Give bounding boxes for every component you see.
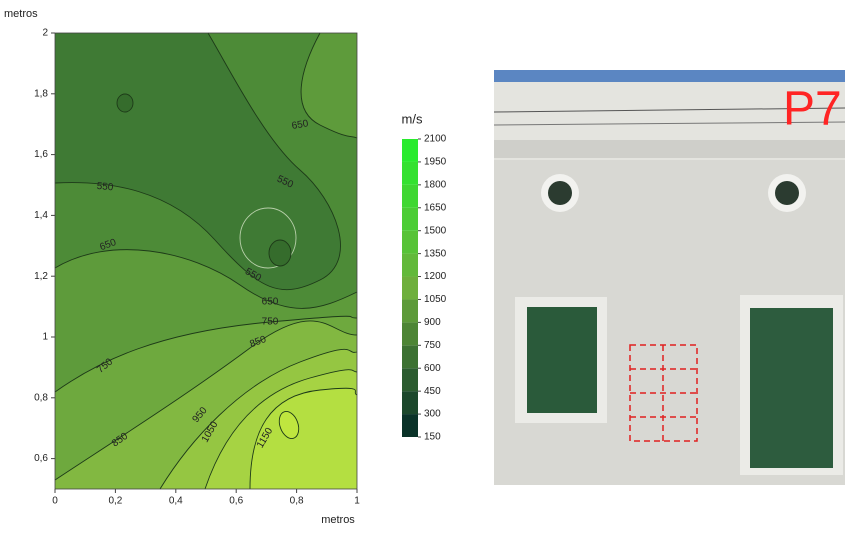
- contour-line: [249, 387, 358, 490]
- x-tick-label: 0,2: [108, 496, 122, 507]
- window: [527, 307, 597, 413]
- y-tick-label: 1,4: [34, 210, 48, 221]
- colorbar-segment: [402, 230, 418, 254]
- colorbar-tick-label: 2100: [424, 134, 447, 145]
- colorbar-segment: [402, 299, 418, 323]
- test-grid: [629, 344, 698, 442]
- contour-line: [204, 369, 358, 490]
- photo-label: P7: [783, 83, 842, 136]
- plot-frame: [54, 32, 358, 490]
- contour-band: [250, 388, 357, 489]
- y-tick-label: 1: [42, 332, 48, 343]
- colorbar-segment: [402, 184, 418, 208]
- x-tick-label: 0: [52, 496, 58, 507]
- colorbar-segment: [402, 414, 418, 437]
- colorbar-segment: [402, 253, 418, 277]
- colorbar-segment: [402, 368, 418, 392]
- closed-contour: [268, 239, 292, 267]
- colorbar-segment: [402, 322, 418, 346]
- colorbar-segment: [402, 139, 418, 162]
- x-axis-title: metros: [321, 514, 355, 526]
- closed-contour: [116, 93, 134, 113]
- cornice-band: [494, 140, 845, 158]
- x-tick-label: 0,8: [290, 496, 304, 507]
- y-tick-label: 0,6: [34, 453, 48, 464]
- x-tick-label: 1: [354, 496, 360, 507]
- wire: [493, 121, 845, 126]
- colorbar-tick-label: 1200: [424, 271, 447, 282]
- colorbar-tick-label: 1650: [424, 202, 447, 213]
- colorbar-tick-label: 750: [424, 340, 441, 351]
- colorbar-tick-label: 600: [424, 363, 441, 374]
- colorbar-segment: [402, 207, 418, 231]
- closed-contour: [239, 207, 297, 269]
- contour-line: [54, 32, 358, 309]
- wire: [493, 107, 845, 113]
- colorbar-tick-label: 300: [424, 409, 441, 420]
- round-window: [548, 181, 572, 205]
- contour-line: [54, 315, 358, 393]
- y-tick-label: 1,6: [34, 149, 48, 160]
- facade-photo: P7: [493, 70, 845, 485]
- contour-label: 650: [262, 297, 279, 308]
- x-tick-label: 0,6: [229, 496, 243, 507]
- colorbar-tick-label: 1800: [424, 179, 447, 190]
- contour-label: 750: [262, 317, 279, 328]
- y-tick-label: 0,8: [34, 392, 48, 403]
- closed-contour: [278, 411, 300, 439]
- y-tick-label: 2: [42, 28, 48, 39]
- colorbar-tick-label: 1950: [424, 157, 447, 168]
- colorbar-tick-label: 1050: [424, 294, 447, 305]
- colorbar-title: m/s: [402, 111, 423, 126]
- contour-line: [54, 32, 341, 291]
- colorbar-tick-label: 150: [424, 432, 441, 443]
- colorbar-tick-label: 450: [424, 386, 441, 397]
- contour-line: [159, 348, 358, 490]
- colorbar-segment: [402, 391, 418, 415]
- sky: [494, 70, 845, 82]
- colorbar-segment: [402, 345, 418, 369]
- colorbar-tick-label: 900: [424, 317, 441, 328]
- contour-label: 650: [291, 118, 310, 132]
- x-tick-label: 0,4: [169, 496, 183, 507]
- round-window: [775, 181, 799, 205]
- contour-line: [54, 320, 358, 481]
- door: [750, 308, 833, 468]
- colorbar-segment: [402, 161, 418, 185]
- colorbar-tick-label: 1350: [424, 248, 447, 259]
- colorbar-segment: [402, 276, 418, 300]
- colorbar-tick-label: 1500: [424, 225, 447, 236]
- contour-label: 550: [96, 181, 114, 193]
- y-axis-title: metros: [4, 8, 38, 20]
- y-tick-label: 1,2: [34, 271, 48, 282]
- y-tick-label: 1,8: [34, 88, 48, 99]
